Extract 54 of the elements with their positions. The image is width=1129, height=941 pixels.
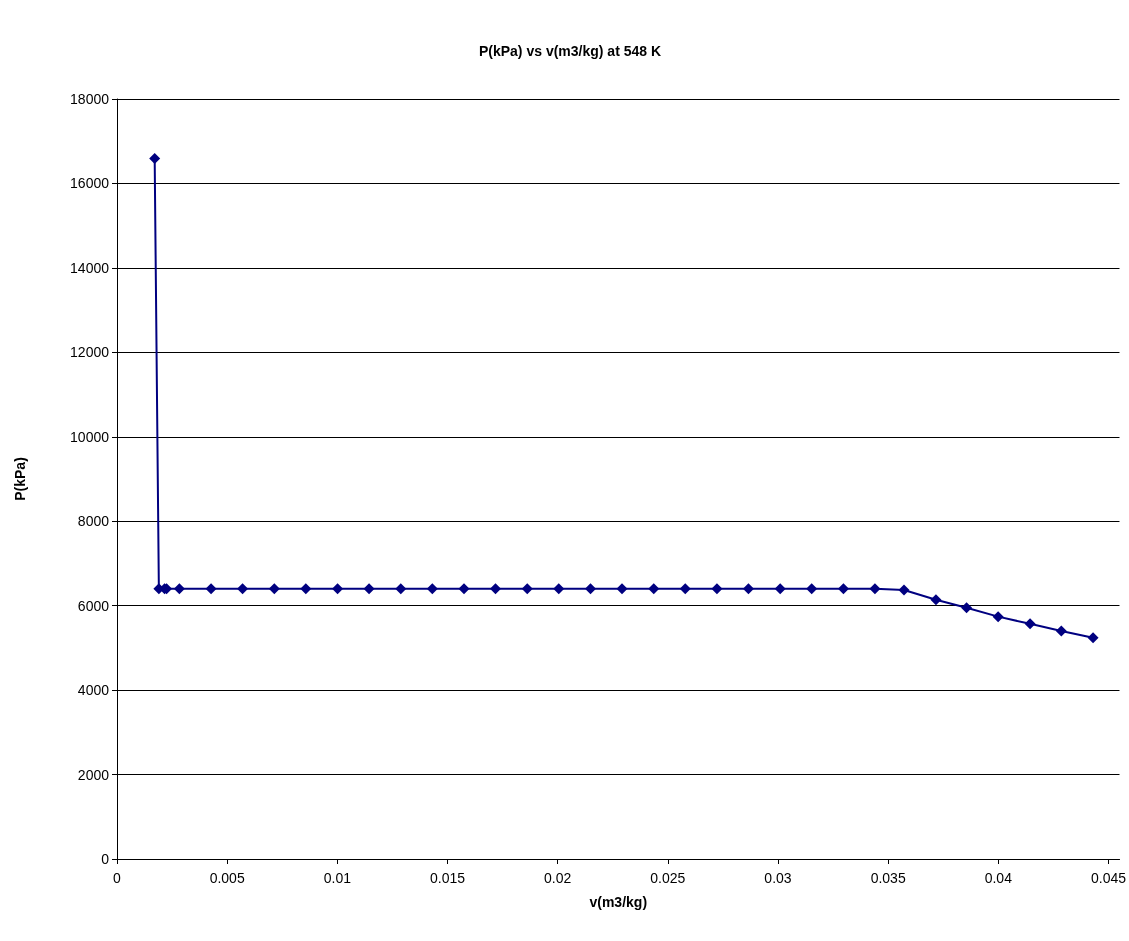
point	[774, 583, 786, 595]
point	[458, 583, 470, 595]
point	[1087, 632, 1099, 644]
y-tick-label: 16000	[70, 175, 110, 192]
x-tick-label: 0	[113, 870, 122, 886]
y-tick-label: 4000	[77, 682, 110, 699]
point	[332, 583, 344, 595]
point	[961, 602, 973, 614]
point	[363, 583, 375, 595]
x-tick-label: 0.045	[1090, 870, 1127, 886]
x-tick-label: 0.02	[544, 870, 572, 886]
point	[205, 583, 217, 595]
y-tick-label: 6000	[77, 597, 110, 614]
x-tick-label: 0.04	[984, 870, 1013, 886]
x-tick-label: 0.035	[870, 870, 906, 886]
point	[395, 583, 407, 595]
point	[898, 584, 910, 596]
y-tick-label: 12000	[70, 344, 110, 361]
point	[837, 583, 849, 595]
x-tick-label: 0.01	[323, 870, 352, 886]
point	[584, 583, 596, 595]
point	[490, 583, 502, 595]
point	[616, 583, 628, 595]
point	[173, 583, 185, 595]
point	[648, 583, 660, 595]
point	[237, 583, 249, 595]
y-tick-label: 8000	[77, 513, 110, 530]
y-axis-title: P(kPa)	[12, 457, 28, 501]
x-tick-label: 0.015	[429, 870, 466, 886]
point	[426, 583, 438, 595]
point	[806, 583, 818, 595]
point	[521, 583, 533, 595]
x-axis-title: v(m3/kg)	[589, 894, 648, 910]
point	[679, 583, 691, 595]
point	[553, 583, 565, 595]
point	[268, 583, 280, 595]
y-tick-label: 2000	[77, 766, 110, 783]
point	[149, 153, 161, 165]
x-tick-label: 0.005	[209, 870, 245, 886]
point	[711, 583, 723, 595]
x-tick-label: 0.025	[650, 870, 686, 886]
point	[1055, 625, 1067, 637]
y-tick-label: 18000	[70, 91, 110, 107]
point	[930, 594, 942, 606]
y-tick-label: 0	[101, 851, 110, 867]
point	[869, 583, 881, 595]
point	[992, 611, 1004, 623]
x-tick-label: 0.03	[764, 870, 792, 886]
y-tick-label: 10000	[70, 428, 110, 445]
y-tick-label: 14000	[70, 259, 110, 276]
point	[1024, 618, 1036, 630]
point	[300, 583, 312, 595]
chart-title: P(kPa) vs v(m3/kg) at 548 K	[478, 43, 662, 59]
point	[742, 583, 754, 595]
